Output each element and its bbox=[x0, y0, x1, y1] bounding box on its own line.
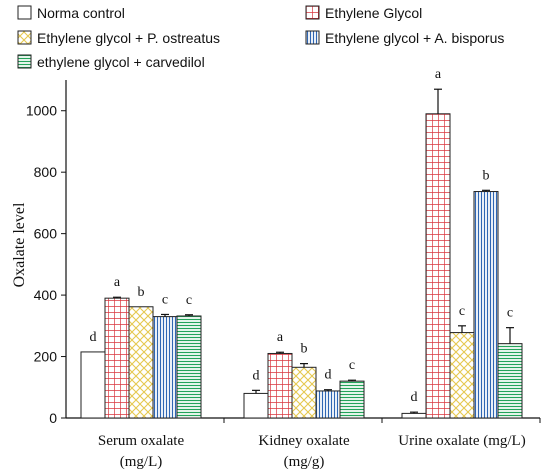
bar-norma-control-serum-oxalate-mg-l bbox=[80, 351, 106, 419]
legend-label-norma-control: Norma control bbox=[37, 5, 125, 21]
y-tick-label-0: 0 bbox=[49, 410, 57, 426]
bar-ethylene-glycol-kidney-oxalate-mg-g bbox=[267, 352, 293, 419]
y-axis-title: Oxalate level bbox=[11, 202, 28, 287]
y-tick-label-600: 600 bbox=[34, 226, 58, 242]
bar-ethylene-glycol-carvedilol-serum-oxalate-mg-l bbox=[176, 315, 202, 419]
significance-label-norma-control-urine-oxalate-mg-l: d bbox=[411, 390, 418, 405]
significance-label-ethylene-glycol-serum-oxalate-mg-l: a bbox=[114, 275, 121, 290]
bars bbox=[80, 88, 523, 419]
legend-item-ethylene-glycol-a-bisporus: Ethylene glycol + A. bisporus bbox=[305, 30, 504, 46]
legend-swatch-ethylene-glycol bbox=[305, 5, 320, 20]
significance-label-ethylene-glycol-a-bisporus-kidney-oxalate-mg-g: d bbox=[325, 368, 332, 383]
bar-ethylene-glycol-carvedilol-urine-oxalate-mg-l bbox=[497, 343, 523, 419]
bar-ethylene-glycol-p-ostreatus-serum-oxalate-mg-l bbox=[128, 306, 154, 419]
bar-ethylene-glycol-p-ostreatus-urine-oxalate-mg-l bbox=[449, 332, 475, 419]
x-category-label-0-1: (mg/L) bbox=[120, 454, 163, 470]
significance-label-ethylene-glycol-p-ostreatus-urine-oxalate-mg-l: c bbox=[459, 304, 465, 319]
bar-ethylene-glycol-carvedilol-kidney-oxalate-mg-g bbox=[339, 380, 365, 419]
legend-item-norma-control: Norma control bbox=[17, 5, 125, 21]
y-tick-label-400: 400 bbox=[34, 287, 58, 303]
legend-item-ethylene-glycol-p-ostreatus: Ethylene glycol + P. ostreatus bbox=[17, 30, 220, 46]
significance-label-ethylene-glycol-kidney-oxalate-mg-g: a bbox=[277, 330, 284, 345]
bar-ethylene-glycol-a-bisporus-urine-oxalate-mg-l bbox=[473, 191, 499, 419]
y-tick-label-200: 200 bbox=[34, 349, 58, 365]
bar-ethylene-glycol-p-ostreatus-kidney-oxalate-mg-g bbox=[291, 366, 317, 419]
bar-ethylene-glycol-a-bisporus-serum-oxalate-mg-l bbox=[152, 316, 178, 419]
significance-label-ethylene-glycol-carvedilol-serum-oxalate-mg-l: c bbox=[186, 293, 192, 308]
legend-swatch-ethylene-glycol-p-ostreatus bbox=[17, 30, 32, 45]
bar-norma-control-urine-oxalate-mg-l bbox=[401, 412, 427, 419]
x-category-label-2-0: Urine oxalate (mg/L) bbox=[398, 433, 525, 449]
legend-label-ethylene-glycol-p-ostreatus: Ethylene glycol + P. ostreatus bbox=[37, 30, 220, 46]
x-category-label-1-0: Kidney oxalate bbox=[258, 433, 350, 449]
significance-label-ethylene-glycol-p-ostreatus-kidney-oxalate-mg-g: b bbox=[301, 342, 308, 357]
x-category-label-0-0: Serum oxalate bbox=[98, 433, 185, 449]
significance-label-norma-control-serum-oxalate-mg-l: d bbox=[90, 330, 97, 345]
legend: Norma control Ethylene Glycol Ethylene gly… bbox=[17, 5, 504, 70]
legend-label-ethylene-glycol: Ethylene Glycol bbox=[325, 5, 422, 21]
data-labels: d a b c c d a b d c d a c b c bbox=[90, 67, 514, 405]
x-category-label-1-1: (mg/g) bbox=[284, 454, 325, 470]
legend-swatch-norma-control bbox=[17, 5, 32, 20]
bar-norma-control-kidney-oxalate-mg-g bbox=[243, 392, 269, 419]
significance-label-ethylene-glycol-carvedilol-urine-oxalate-mg-l: c bbox=[507, 306, 513, 321]
legend-item-ethylene-glycol: Ethylene Glycol bbox=[305, 5, 422, 21]
legend-swatch-ethylene-glycol-carvedilol bbox=[17, 54, 32, 69]
significance-label-ethylene-glycol-carvedilol-kidney-oxalate-mg-g: c bbox=[349, 358, 355, 373]
bar-ethylene-glycol-urine-oxalate-mg-l bbox=[425, 113, 451, 419]
significance-label-norma-control-kidney-oxalate-mg-g: d bbox=[253, 368, 260, 383]
legend-item-ethylene-glycol-carvedilol: ethylene glycol + carvedilol bbox=[17, 54, 205, 70]
significance-label-ethylene-glycol-a-bisporus-urine-oxalate-mg-l: b bbox=[483, 168, 490, 183]
y-tick-label-1000: 1000 bbox=[26, 103, 57, 119]
significance-label-ethylene-glycol-p-ostreatus-serum-oxalate-mg-l: b bbox=[138, 285, 145, 300]
bar-ethylene-glycol-serum-oxalate-mg-l bbox=[104, 297, 130, 419]
significance-label-ethylene-glycol-urine-oxalate-mg-l: a bbox=[435, 67, 442, 82]
significance-label-ethylene-glycol-a-bisporus-serum-oxalate-mg-l: c bbox=[162, 292, 168, 307]
legend-label-ethylene-glycol-a-bisporus: Ethylene glycol + A. bisporus bbox=[325, 30, 504, 46]
legend-label-ethylene-glycol-carvedilol: ethylene glycol + carvedilol bbox=[37, 54, 205, 70]
y-tick-label-800: 800 bbox=[34, 164, 58, 180]
bar-ethylene-glycol-a-bisporus-kidney-oxalate-mg-g bbox=[315, 390, 341, 419]
axes: 0 200 400 600 800 1000 Oxalate level Serum oxal… bbox=[11, 80, 541, 470]
legend-swatch-ethylene-glycol-a-bisporus bbox=[305, 30, 320, 45]
